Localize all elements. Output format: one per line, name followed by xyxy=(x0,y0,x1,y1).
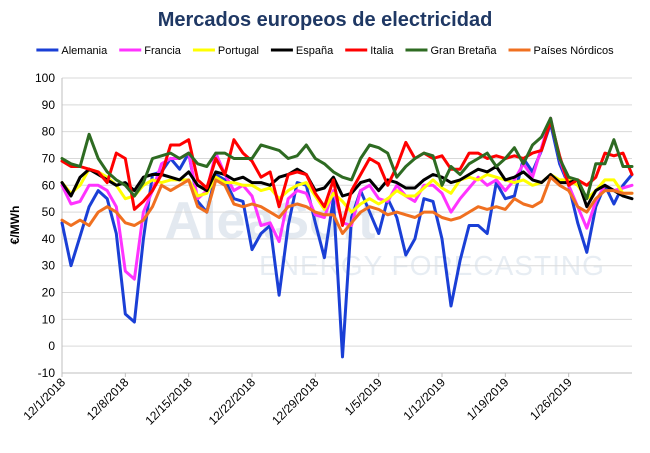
series-line-italia xyxy=(60,119,634,227)
y-axis-label: €/MWh xyxy=(8,206,22,245)
legend-label: Gran Bretaña xyxy=(430,45,497,57)
y-tick-label: 0 xyxy=(48,339,55,353)
series-line-gran-bretaña xyxy=(60,116,634,201)
series-line-francia xyxy=(60,116,634,281)
legend: Alemania Francia Portugal España Italia Gran … xyxy=(36,45,614,57)
y-tick-label: 40 xyxy=(42,232,56,246)
legend-label: Italia xyxy=(370,45,394,57)
legend-label: Países Nórdicos xyxy=(534,45,615,57)
y-tick-label: 10 xyxy=(42,312,56,326)
legend-item: Francia xyxy=(119,45,182,57)
y-tick-label: 20 xyxy=(42,286,56,300)
chart-title: Mercados europeos de electricidad xyxy=(158,9,493,31)
legend-item: España xyxy=(270,45,334,57)
legend-label: España xyxy=(296,45,334,57)
y-tick-label: 30 xyxy=(42,259,56,273)
legend-item: Italia xyxy=(345,45,394,57)
y-tick-label: 70 xyxy=(42,151,56,165)
y-tick-label: 100 xyxy=(35,71,55,85)
series-line-países-nórdicos xyxy=(60,175,634,235)
y-tick-label: 90 xyxy=(42,98,56,112)
legend-label: Francia xyxy=(144,45,182,57)
y-tick-label: 60 xyxy=(42,178,56,192)
legend-item: Portugal xyxy=(192,45,259,57)
y-tick-label: 80 xyxy=(42,125,56,139)
y-tick-label: -10 xyxy=(38,366,56,380)
legend-label: Alemania xyxy=(61,45,108,57)
series-line-españa xyxy=(60,165,634,209)
legend-label: Portugal xyxy=(218,45,259,57)
legend-item: Gran Bretaña xyxy=(405,45,497,57)
legend-item: Alemania xyxy=(36,45,108,57)
series-layer xyxy=(60,116,634,359)
legend-item: Países Nórdicos xyxy=(508,45,615,57)
y-tick-label: 50 xyxy=(42,205,56,219)
